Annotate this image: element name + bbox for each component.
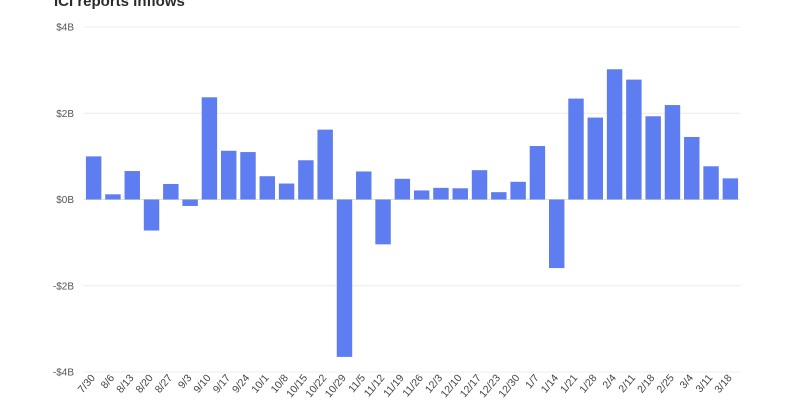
x-tick-label: 2/18 bbox=[635, 372, 657, 395]
bar[interactable] bbox=[703, 166, 719, 200]
x-tick-label: 9/17 bbox=[211, 372, 233, 395]
bar[interactable] bbox=[298, 160, 314, 200]
bar[interactable] bbox=[529, 146, 546, 200]
bar[interactable] bbox=[471, 170, 488, 200]
x-tick-label: 2/11 bbox=[616, 372, 638, 395]
bar[interactable] bbox=[240, 152, 256, 200]
bar[interactable] bbox=[684, 136, 700, 200]
x-tick-label: 10/29 bbox=[323, 372, 349, 400]
bar[interactable] bbox=[664, 105, 681, 200]
bar[interactable] bbox=[105, 194, 121, 200]
x-tick-label: 9/24 bbox=[230, 372, 252, 395]
x-tick-label: 12/30 bbox=[496, 372, 522, 400]
x-tick-label: 9/10 bbox=[191, 372, 213, 395]
bar[interactable] bbox=[182, 199, 198, 206]
bar[interactable] bbox=[722, 178, 739, 200]
bar[interactable] bbox=[413, 190, 430, 200]
bar[interactable] bbox=[433, 187, 449, 200]
bar[interactable] bbox=[606, 69, 623, 200]
y-tick-label: $0B bbox=[56, 195, 74, 206]
bar[interactable] bbox=[587, 117, 604, 200]
bar[interactable] bbox=[259, 176, 276, 200]
x-tick-label: 11/26 bbox=[400, 372, 426, 399]
x-tick-label: 1/28 bbox=[577, 372, 599, 395]
bar[interactable] bbox=[491, 192, 507, 200]
y-tick-label: -$2B bbox=[53, 281, 74, 292]
bar[interactable] bbox=[220, 150, 237, 200]
bar[interactable] bbox=[85, 156, 102, 200]
bar[interactable] bbox=[163, 183, 179, 200]
x-tick-label: 2/25 bbox=[654, 372, 676, 395]
x-tick-label: 7/30 bbox=[76, 372, 98, 395]
bar[interactable] bbox=[394, 178, 411, 200]
x-tick-label: 8/13 bbox=[114, 372, 136, 395]
bar[interactable] bbox=[568, 98, 584, 200]
bar[interactable] bbox=[375, 199, 391, 245]
bar[interactable] bbox=[336, 199, 353, 357]
bar[interactable] bbox=[510, 181, 526, 200]
y-tick-label: $4B bbox=[56, 23, 74, 34]
y-tick-label: $2B bbox=[56, 109, 74, 120]
x-tick-label: 1/14 bbox=[539, 372, 561, 395]
x-tick-label: 11/12 bbox=[362, 372, 388, 399]
bar[interactable] bbox=[452, 188, 468, 200]
chart-title: ICI reports inflows bbox=[54, 0, 185, 10]
bar[interactable] bbox=[626, 79, 642, 200]
bar[interactable] bbox=[143, 199, 160, 231]
x-tick-label: 3/18 bbox=[712, 372, 734, 395]
x-tick-label: 1/21 bbox=[558, 372, 580, 395]
bar[interactable] bbox=[317, 129, 333, 200]
bar[interactable] bbox=[278, 183, 295, 200]
x-tick-label: 11/19 bbox=[381, 372, 407, 399]
bar[interactable] bbox=[201, 97, 218, 200]
bar[interactable] bbox=[548, 199, 565, 269]
y-tick-label: -$4B bbox=[53, 368, 74, 379]
x-tick-label: 8/27 bbox=[153, 372, 175, 395]
x-tick-label: 3/11 bbox=[694, 372, 716, 395]
x-tick-label: 8/20 bbox=[133, 372, 155, 395]
x-tick-label: 10/1 bbox=[249, 372, 271, 395]
bar[interactable] bbox=[124, 171, 140, 200]
bar[interactable] bbox=[356, 171, 372, 200]
bar[interactable] bbox=[645, 116, 661, 200]
